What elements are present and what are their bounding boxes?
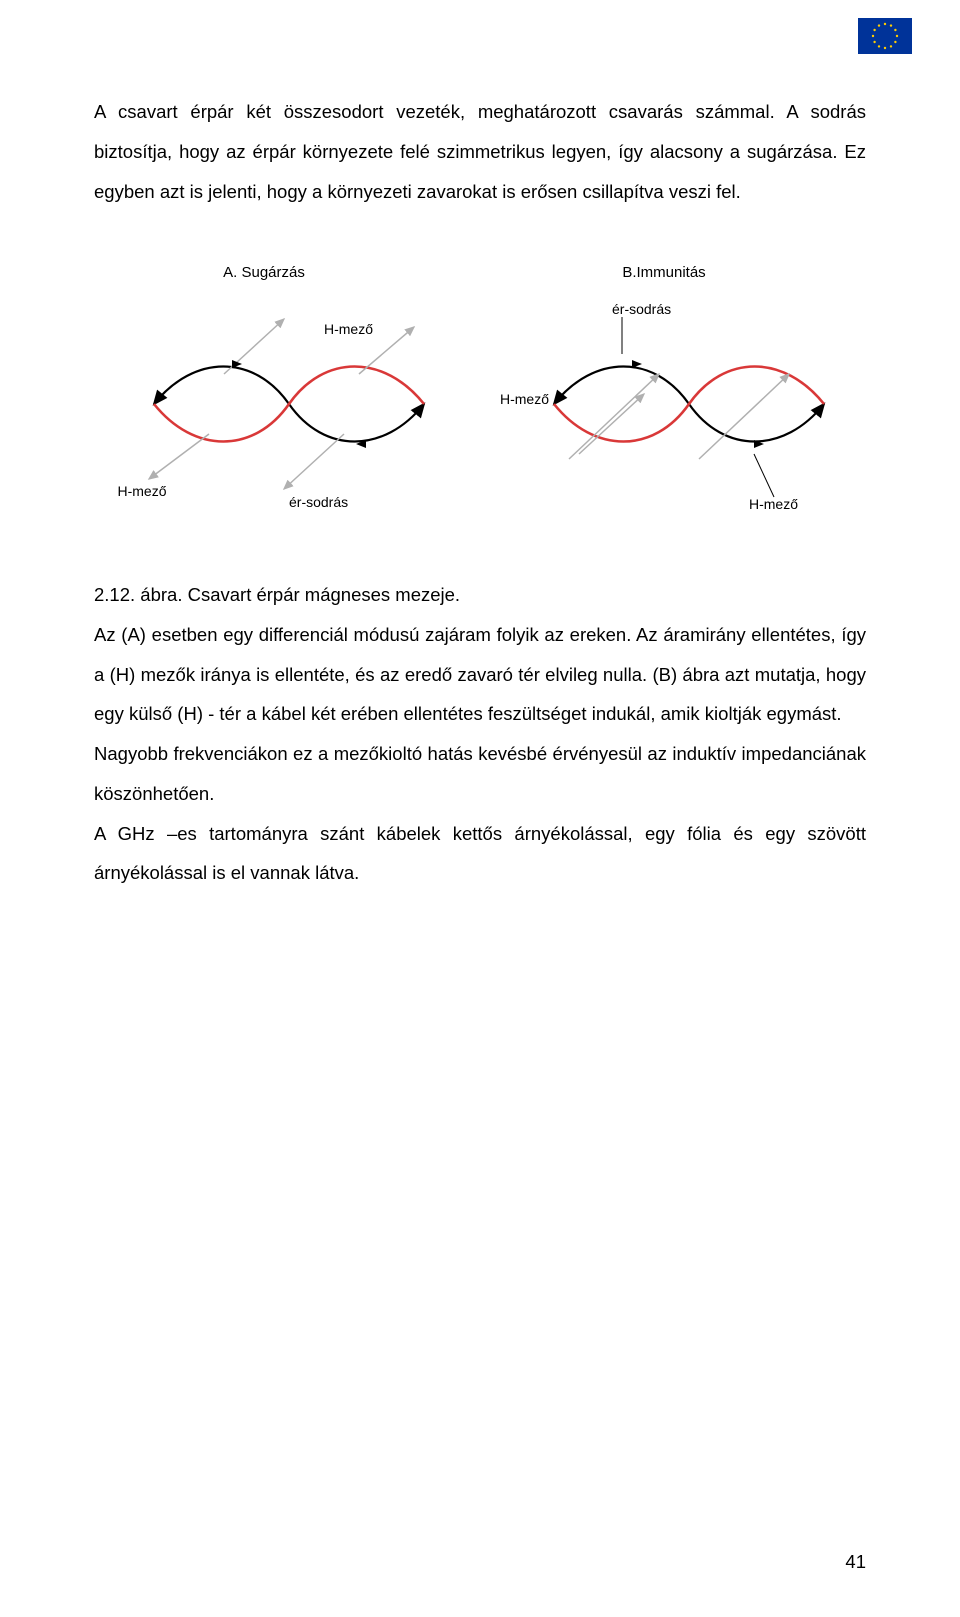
caption-line-3: Nagyobb frekvenciákon ez a mezőkioltó ha… [94,734,866,814]
label-b-hmezo-br: H-mező [749,496,798,512]
page-content: A csavart érpár két összesodort vezeték,… [0,0,960,933]
eu-flag [858,18,912,54]
diagram-title-b: B.Immunitás [622,264,705,281]
figure-2-12: A. Sugárzás H-mező H-mező ér-sodrás [94,259,866,543]
figure-caption-block: 2.12. ábra. Csavart érpár mágneses mezej… [94,575,866,893]
label-a-hmezo-tr: H-mező [324,321,373,337]
diagram-title-a: A. Sugárzás [223,264,305,281]
label-a-ersodras: ér-sodrás [289,494,348,510]
caption-line-4: A GHz –es tartományra szánt kábelek kett… [94,814,866,894]
diagram-panel-a: A. Sugárzás H-mező H-mező ér-sodrás [117,264,424,510]
label-a-hmezo-bl: H-mező [117,483,166,499]
diagram-panel-b: B.Immunitás ér-sodrás H-mező H-mező [500,264,824,512]
caption-line-2: Az (A) esetben egy differenciál módusú z… [94,615,866,734]
twisted-pair-diagram: A. Sugárzás H-mező H-mező ér-sodrás [94,259,866,529]
label-b-hmezo-l: H-mező [500,391,549,407]
eu-stars-icon [870,21,900,51]
page-number: 41 [845,1551,866,1573]
caption-line-1: 2.12. ábra. Csavart érpár mágneses mezej… [94,575,866,615]
paragraph-intro: A csavart érpár két összesodort vezeték,… [94,92,866,211]
label-b-ersodras: ér-sodrás [612,301,671,317]
